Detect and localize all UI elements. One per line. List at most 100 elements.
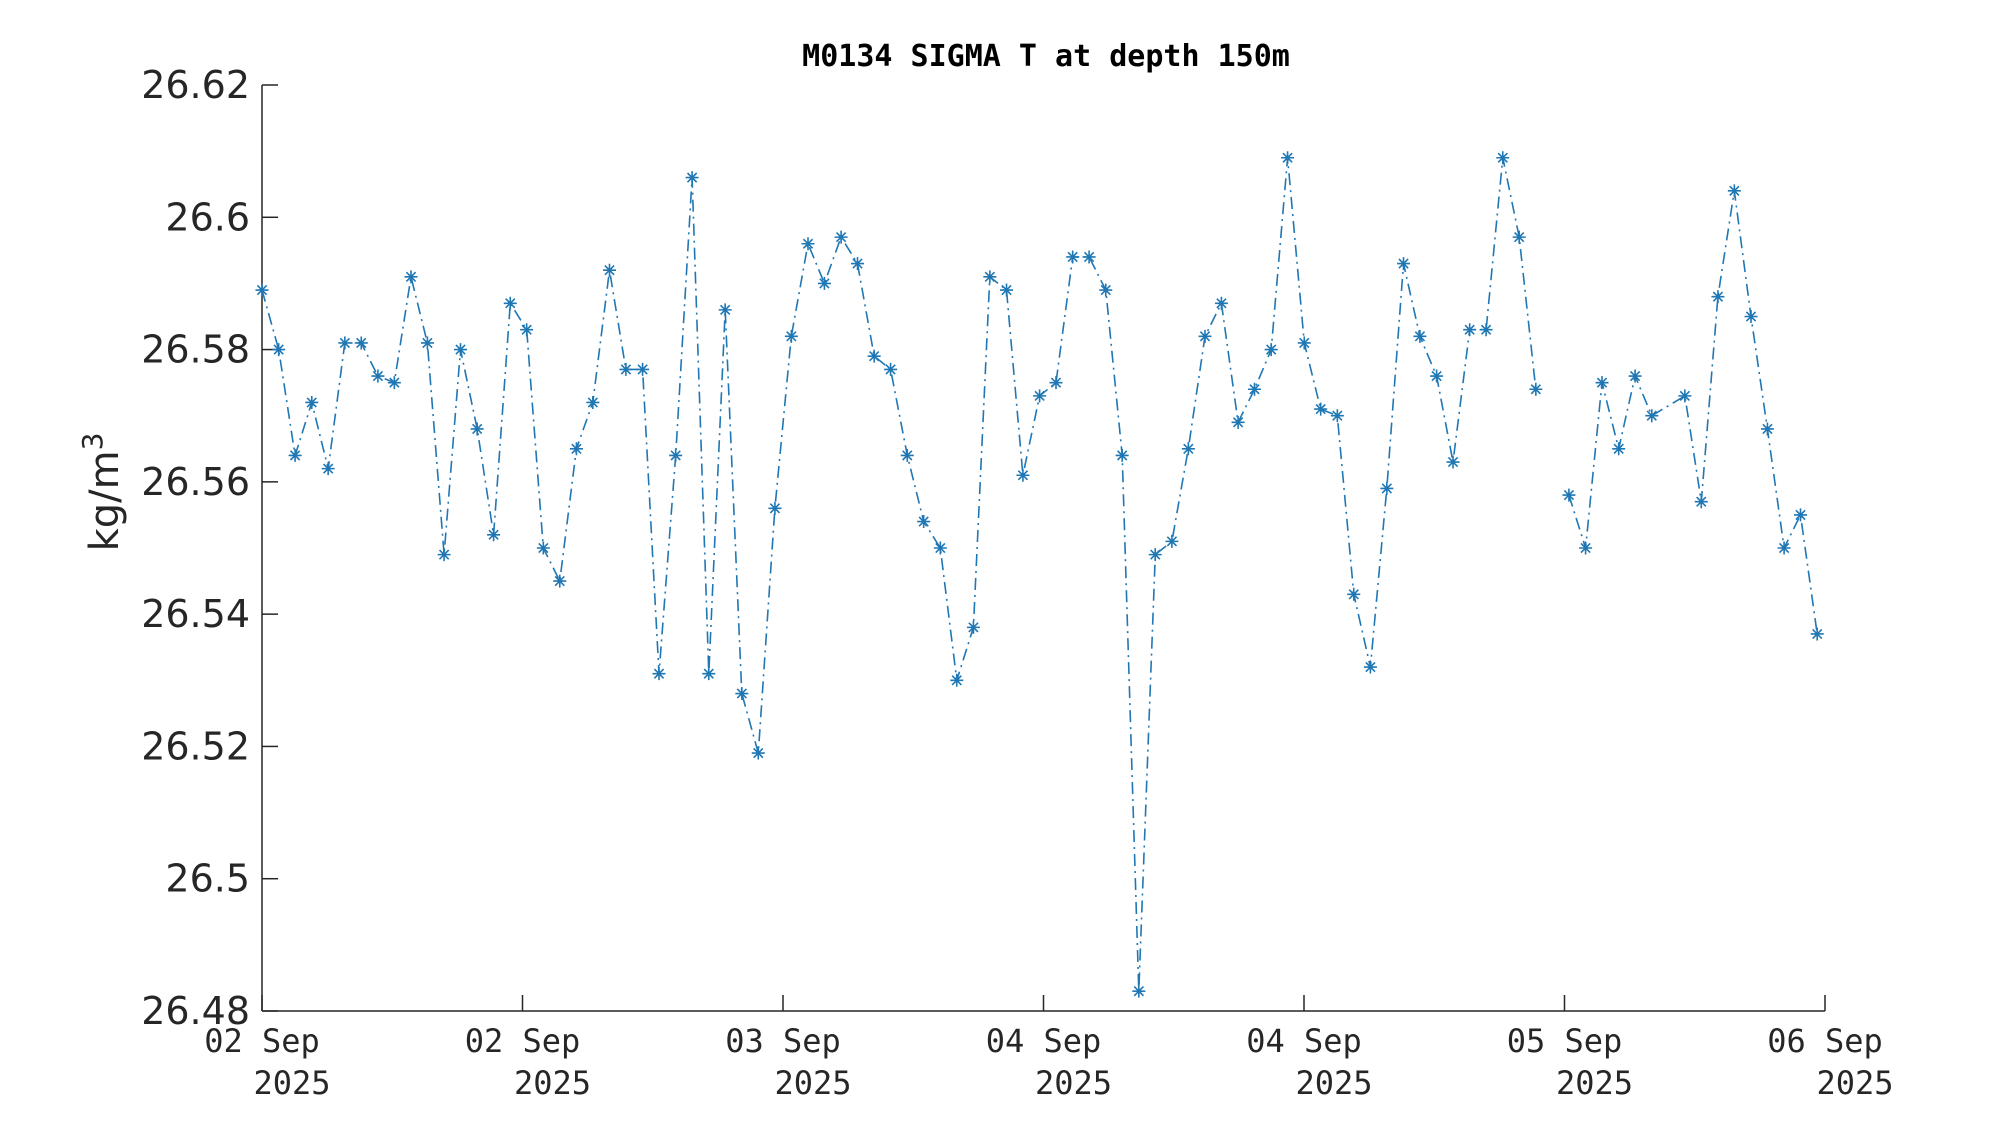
data-point — [321, 462, 335, 476]
data-point — [1347, 587, 1361, 601]
series-line — [261, 157, 1537, 992]
data-point — [784, 329, 798, 343]
data-point — [619, 362, 633, 376]
data-point — [1760, 422, 1774, 436]
data-point — [536, 541, 550, 555]
x-tick-label-date: 04 Sep — [1246, 1022, 1362, 1060]
data-point — [1115, 448, 1129, 462]
data-point — [1000, 283, 1014, 297]
data-point — [1330, 409, 1344, 423]
data-point — [569, 442, 583, 456]
data-point — [503, 296, 517, 310]
data-point — [1099, 283, 1113, 297]
data-point — [387, 376, 401, 390]
data-point — [1264, 343, 1278, 357]
data-point — [636, 362, 650, 376]
data-point — [1678, 389, 1692, 403]
x-tick-label-year: 2025 — [1816, 1064, 1893, 1102]
y-tick-label: 26.52 — [141, 724, 250, 768]
data-point — [735, 687, 749, 701]
data-point — [1711, 290, 1725, 304]
data-point — [420, 336, 434, 350]
data-point — [1794, 508, 1808, 522]
x-tick-label-year: 2025 — [1035, 1064, 1112, 1102]
data-point — [1694, 495, 1708, 509]
y-axis-label: kg/m3 — [76, 433, 128, 552]
data-point — [454, 343, 468, 357]
data-point — [966, 620, 980, 634]
x-tick-label-date: 04 Sep — [986, 1022, 1102, 1060]
data-point — [1446, 455, 1460, 469]
data-point — [1363, 660, 1377, 674]
data-point — [1248, 382, 1262, 396]
data-point — [1562, 488, 1576, 502]
data-point — [1628, 369, 1642, 383]
data-point — [404, 270, 418, 284]
data-point — [1463, 323, 1477, 337]
y-tick-label: 26.5 — [165, 857, 250, 901]
data-point — [603, 263, 617, 277]
data-point — [354, 336, 368, 350]
x-tick-label-year: 2025 — [1295, 1064, 1372, 1102]
x-tick-label-date: 05 Sep — [1507, 1022, 1623, 1060]
y-tick-label: 26.58 — [141, 328, 250, 372]
data-point — [1181, 442, 1195, 456]
y-ticks: 26.48 26.5 26.52 26.54 26.56 26.58 26.6 26.62 — [141, 63, 278, 1033]
data-point — [983, 270, 997, 284]
x-ticks: 02 Sep 2025 02 Sep 2025 03 Sep 2025 04 Sep 2025… — [204, 995, 1894, 1102]
plot-area — [255, 151, 1824, 998]
data-point — [801, 237, 815, 251]
data-point — [751, 746, 765, 760]
data-point — [1397, 257, 1411, 271]
y-tick-label: 26.6 — [165, 195, 250, 239]
y-tick-label: 26.54 — [141, 592, 250, 636]
data-point — [1281, 151, 1295, 165]
data-point — [917, 515, 931, 529]
data-point — [1479, 323, 1493, 337]
x-tick-label-date: 02 Sep — [204, 1022, 320, 1060]
data-point — [553, 574, 567, 588]
data-point — [1033, 389, 1047, 403]
data-point — [768, 501, 782, 515]
data-point — [1165, 534, 1179, 548]
data-point — [900, 448, 914, 462]
data-point — [520, 323, 534, 337]
data-point — [272, 343, 286, 357]
data-point — [1777, 541, 1791, 555]
x-tick-label-date: 02 Sep — [465, 1022, 581, 1060]
data-point — [1148, 548, 1162, 562]
x-tick-label-date: 06 Sep — [1767, 1022, 1883, 1060]
data-point — [669, 448, 683, 462]
data-point — [1595, 376, 1609, 390]
data-point — [338, 336, 352, 350]
data-point — [1231, 415, 1245, 429]
data-point — [1082, 250, 1096, 264]
x-tick-label-year: 2025 — [253, 1064, 330, 1102]
data-point — [1297, 336, 1311, 350]
data-point — [1612, 442, 1626, 456]
data-point — [867, 349, 881, 363]
y-axis-label-unit: kg/m — [82, 450, 128, 551]
data-point — [1496, 151, 1510, 165]
data-point — [1529, 382, 1543, 396]
series-line — [1568, 190, 1818, 635]
data-point — [255, 283, 269, 297]
data-point — [288, 448, 302, 462]
data-point — [1314, 402, 1328, 416]
data-point — [1066, 250, 1080, 264]
data-point — [1049, 376, 1063, 390]
data-point — [487, 528, 501, 542]
data-point — [652, 667, 666, 681]
y-tick-label: 26.48 — [141, 989, 250, 1033]
data-point — [470, 422, 484, 436]
data-point — [1198, 329, 1212, 343]
data-point — [1214, 296, 1228, 310]
x-tick-label-year: 2025 — [774, 1064, 851, 1102]
x-tick-label-year: 2025 — [1556, 1064, 1633, 1102]
y-tick-label: 26.62 — [141, 63, 250, 107]
data-point — [1512, 230, 1526, 244]
data-point — [586, 395, 600, 409]
data-point — [933, 541, 947, 555]
data-point — [884, 362, 898, 376]
